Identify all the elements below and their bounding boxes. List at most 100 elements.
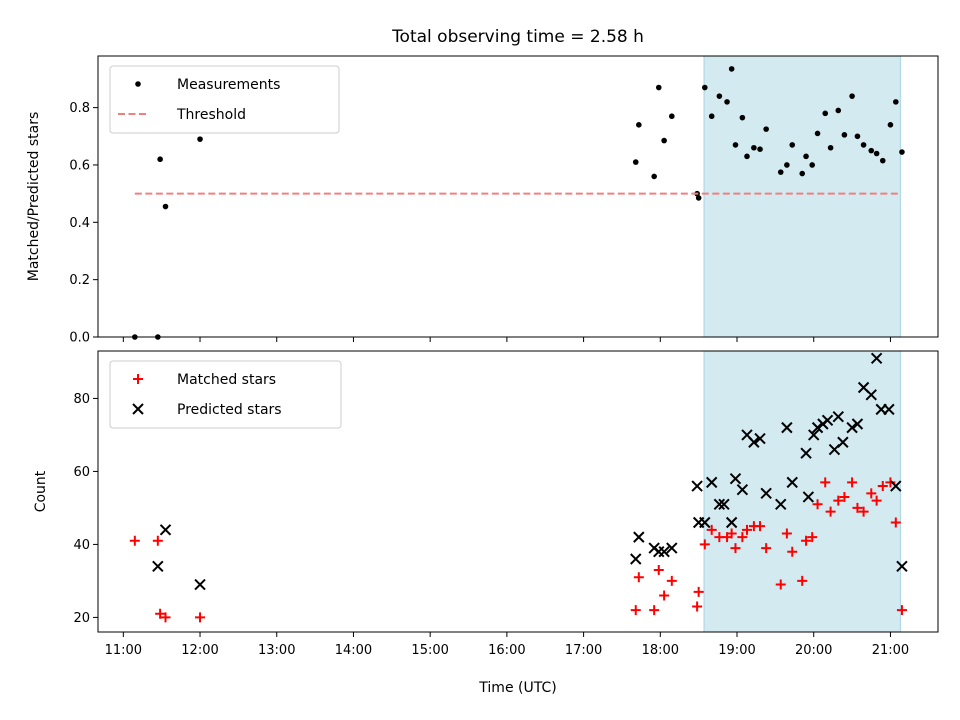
y-tick-label: 0.2	[69, 273, 90, 288]
predicted-star-point	[194, 578, 206, 591]
x-tick-label: 20:00	[795, 643, 832, 658]
matched-star-point	[820, 477, 831, 488]
measurement-point	[732, 142, 739, 148]
predicted-star-point	[808, 429, 820, 441]
measurement-point	[724, 99, 730, 105]
predicted-star-point	[159, 524, 172, 536]
x-tick-label: 16:00	[488, 643, 525, 658]
measurement-point	[695, 195, 702, 201]
measurement-point	[799, 170, 806, 177]
predicted-star-point	[725, 516, 738, 529]
predicted-star-point	[729, 473, 742, 485]
legend-entry-label: Matched stars	[177, 372, 276, 388]
bottom-y-axis-label: Count	[33, 470, 49, 512]
measurement-point	[887, 122, 894, 128]
measurement-point	[651, 173, 657, 180]
measurement-point	[739, 114, 746, 121]
measurement-point	[751, 144, 757, 151]
y-tick-label: 0.0	[69, 331, 90, 346]
predicted-star-point	[890, 480, 902, 492]
predicted-star-point	[630, 553, 642, 565]
measurement-point	[197, 136, 203, 142]
legend-entry-label: Measurements	[177, 77, 280, 93]
legend-entry-label: Threshold	[176, 107, 246, 123]
matched-star-point	[885, 477, 896, 488]
x-tick-label: 18:00	[642, 643, 679, 658]
matched-star-point	[825, 506, 836, 517]
matched-star-point	[807, 532, 818, 543]
predicted-star-point	[865, 389, 877, 401]
measurement-point	[669, 113, 675, 120]
matched-star-point	[160, 612, 171, 623]
top-axes-frame	[97, 55, 939, 338]
matched-star-point	[699, 539, 710, 550]
y-tick-label: 0.4	[69, 216, 90, 231]
x-tick-label: 14:00	[335, 643, 372, 658]
measurement-point	[162, 203, 169, 210]
matched-star-point	[726, 528, 737, 539]
predicted-star-point	[760, 487, 772, 500]
predicted-star-point	[800, 447, 812, 459]
measurement-point	[814, 130, 821, 137]
bottom-axes-frame	[97, 350, 939, 633]
predicted-star-point	[821, 414, 834, 427]
matched-star-point	[653, 564, 664, 575]
top-y-ticks: 0.0 0.2 0.4 0.6 0.8	[69, 101, 98, 346]
predicted-star-point	[713, 498, 726, 510]
matched-star-point	[847, 477, 858, 488]
measurement-point	[157, 156, 163, 163]
matched-star-point	[737, 532, 748, 543]
measurement-point	[716, 93, 723, 99]
y-tick-label: 0.6	[69, 158, 90, 173]
predicted-star-point	[653, 546, 665, 558]
matched-star-point	[896, 605, 907, 616]
y-tick-label: 20	[73, 611, 90, 626]
matched-star-point	[152, 535, 163, 546]
matched-star-point	[706, 524, 717, 535]
y-tick-label: 60	[73, 465, 90, 480]
predicted-star-point	[633, 531, 645, 543]
bottom-x-ticks: 11:00 12:00 13:00 14:00 15:00 16:00 17:00 18:00…	[105, 632, 909, 658]
matched-star-point	[801, 535, 812, 546]
matched-star-point	[761, 543, 772, 554]
predicted-star-point	[718, 498, 730, 510]
predicted-star-point	[736, 483, 749, 496]
matched-star-point	[630, 605, 641, 616]
measurement-point	[701, 84, 708, 91]
measurement-point	[655, 84, 662, 91]
measurement-point	[873, 150, 880, 157]
predicted-star-point	[666, 542, 678, 554]
x-tick-label: 21:00	[872, 643, 909, 658]
measurement-point	[899, 149, 905, 155]
predicted-star-point	[691, 480, 703, 492]
top-x-ticks	[122, 337, 891, 342]
y-tick-label: 0.8	[69, 101, 90, 116]
chart-title: Total observing time = 2.58 h	[391, 27, 644, 47]
measurement-point	[744, 153, 750, 160]
predicted-star-point	[152, 560, 164, 573]
measurement-point	[708, 113, 715, 120]
measurement-point	[849, 93, 855, 99]
predicted-star-point	[775, 498, 787, 510]
matched-star-point	[781, 528, 792, 539]
measurement-point	[868, 147, 875, 154]
matched-star-point	[833, 495, 844, 506]
legend-box	[109, 65, 340, 134]
shaded-region-top	[703, 55, 901, 338]
top-series-group	[132, 66, 905, 340]
x-tick-label: 13:00	[258, 643, 295, 658]
predicted-star-point	[811, 421, 824, 434]
top-legend: Measurements Threshold	[109, 65, 340, 134]
predicted-star-point	[748, 436, 760, 448]
measurement-point	[860, 142, 867, 148]
top-y-axis-label: Matched/Predicted stars	[26, 112, 42, 282]
matched-star-point	[692, 601, 703, 612]
matched-star-point	[649, 605, 660, 616]
x-tick-label: 15:00	[411, 643, 448, 658]
matched-star-point	[755, 521, 766, 532]
measurement-point	[893, 99, 899, 105]
matched-star-point	[839, 491, 850, 502]
matched-star-point	[741, 524, 752, 535]
x-tick-label: 12:00	[181, 643, 218, 658]
